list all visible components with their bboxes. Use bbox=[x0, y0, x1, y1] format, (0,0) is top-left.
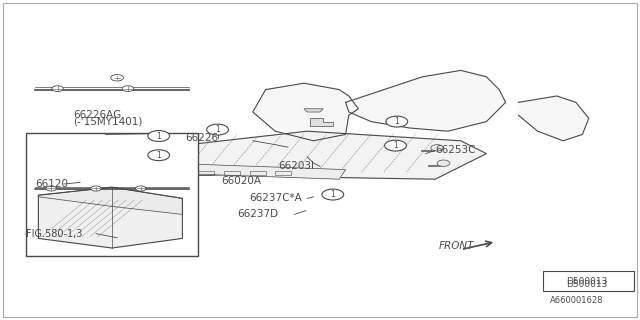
Polygon shape bbox=[304, 109, 323, 112]
Text: 1: 1 bbox=[156, 151, 161, 160]
Circle shape bbox=[431, 145, 444, 151]
Circle shape bbox=[122, 86, 134, 92]
Text: 1: 1 bbox=[330, 190, 335, 199]
Polygon shape bbox=[346, 70, 506, 131]
Polygon shape bbox=[38, 187, 182, 248]
Text: A660001628: A660001628 bbox=[550, 296, 604, 305]
Bar bbox=[173, 171, 189, 175]
Text: FIG.580-1,3: FIG.580-1,3 bbox=[26, 228, 82, 239]
Text: D500013: D500013 bbox=[566, 280, 608, 289]
Text: 66120: 66120 bbox=[35, 179, 68, 189]
Text: 1: 1 bbox=[394, 117, 399, 126]
Text: 1: 1 bbox=[156, 132, 161, 140]
Circle shape bbox=[437, 160, 450, 166]
Text: 66253C: 66253C bbox=[435, 145, 476, 156]
Bar bbox=[224, 171, 240, 175]
Circle shape bbox=[322, 189, 344, 200]
Circle shape bbox=[546, 277, 563, 285]
Text: 66226: 66226 bbox=[186, 132, 219, 143]
Text: 66226AG: 66226AG bbox=[74, 110, 122, 120]
Circle shape bbox=[148, 150, 170, 161]
Polygon shape bbox=[154, 131, 486, 179]
Polygon shape bbox=[253, 83, 358, 141]
Bar bbox=[26, 133, 198, 256]
Polygon shape bbox=[518, 96, 589, 141]
Text: 1: 1 bbox=[215, 125, 220, 134]
Text: 66203I: 66203I bbox=[278, 161, 314, 172]
Text: 1: 1 bbox=[552, 277, 557, 286]
Bar bbox=[275, 171, 291, 175]
Polygon shape bbox=[310, 118, 333, 126]
Circle shape bbox=[46, 186, 56, 191]
Polygon shape bbox=[421, 148, 434, 151]
Bar bbox=[543, 271, 634, 291]
Circle shape bbox=[111, 75, 124, 81]
Bar bbox=[250, 171, 266, 175]
Text: 1: 1 bbox=[393, 141, 398, 150]
Circle shape bbox=[91, 186, 101, 191]
Text: 66237C*A: 66237C*A bbox=[250, 193, 302, 204]
Circle shape bbox=[386, 116, 408, 127]
Polygon shape bbox=[160, 163, 346, 179]
Circle shape bbox=[148, 131, 170, 141]
Circle shape bbox=[207, 124, 228, 135]
Text: FRONT: FRONT bbox=[438, 241, 474, 252]
Circle shape bbox=[52, 86, 63, 92]
Circle shape bbox=[136, 186, 146, 191]
Bar bbox=[198, 171, 214, 175]
Text: 66020A: 66020A bbox=[221, 176, 261, 186]
Text: 66237D: 66237D bbox=[237, 209, 278, 220]
Circle shape bbox=[385, 140, 406, 151]
Polygon shape bbox=[428, 164, 440, 166]
Text: D500013: D500013 bbox=[566, 277, 607, 286]
Polygon shape bbox=[38, 187, 182, 214]
Text: (-'15MY1401): (-'15MY1401) bbox=[74, 116, 143, 127]
